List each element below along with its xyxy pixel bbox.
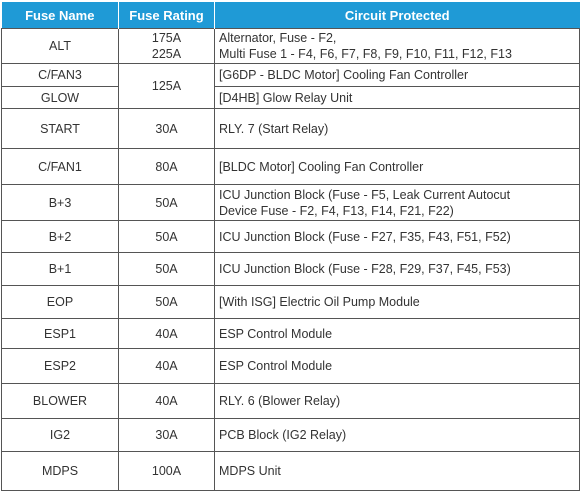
fuse-name: B+1 — [1, 252, 119, 286]
fuse-rating: 50A — [118, 285, 215, 319]
cell-line: 50A — [155, 295, 178, 309]
cell-line: 50A — [155, 262, 178, 276]
fuse-name: ALT — [1, 28, 119, 64]
cell-line: 100A — [151, 464, 182, 478]
fuse-rating: 50A — [118, 184, 215, 221]
fuse-rating: 30A — [118, 418, 215, 452]
table-row: ESP1 40A ESP Control Module — [1, 318, 580, 349]
circuit-protected: RLY. 6 (Blower Relay) — [214, 383, 580, 419]
table-body: ALT 175A 225A Alternator, Fuse - F2, Multi F… — [1, 28, 580, 491]
circuit-protected: ICU Junction Block (Fuse - F5, Leak Curr… — [214, 184, 580, 221]
cell-line: ESP Control Module — [219, 326, 333, 341]
circuit-protected: [G6DP - BLDC Motor] Cooling Fan Controll… — [214, 63, 580, 87]
cell-line: PCB Block (IG2 Relay) — [219, 428, 347, 442]
fuse-name: START — [1, 108, 119, 149]
cell-line: ICU Junction Block (Fuse - F28, F29, F37… — [219, 262, 511, 276]
table-row: B+3 50A ICU Junction Block (Fuse - F5, Lea… — [1, 184, 580, 221]
fuse-rating: 125A — [118, 63, 215, 109]
table-row: MDPS 100A MDPS Unit — [1, 451, 580, 491]
circuit-protected: ESP Control Module — [214, 348, 580, 384]
table-row: ESP2 40A ESP Control Module — [1, 348, 580, 384]
cell-line: ICU Junction Block (Fuse - F27, F35, F43… — [219, 229, 511, 244]
cell-line: Alternator, Fuse - F2, — [219, 31, 337, 45]
table-row: START 30A RLY. 7 (Start Relay) — [1, 108, 580, 149]
table-row: C/FAN3 125A [G6DP - BLDC Motor] Cooling Fa… — [1, 63, 580, 109]
table-row: BLOWER 40A RLY. 6 (Blower Relay) — [1, 383, 580, 419]
circuit-protected: ICU Junction Block (Fuse - F27, F35, F43… — [214, 220, 580, 253]
fuse-name: B+3 — [1, 184, 119, 221]
fuse-name: C/FAN1 — [1, 148, 119, 185]
fuse-rating: 40A — [118, 348, 215, 384]
table-row: B+1 50A ICU Junction Block (Fuse - F28, F2… — [1, 252, 580, 286]
header-cell: Fuse Rating — [118, 2, 215, 29]
cell-line: 30A — [155, 428, 178, 442]
fuse-rating: 30A — [118, 108, 215, 149]
cell-line: 50A — [155, 229, 178, 244]
cell-line: 40A — [155, 394, 178, 408]
circuit-protected: Alternator, Fuse - F2, Multi Fuse 1 - F4,… — [214, 28, 580, 64]
header-cell: Fuse Name — [1, 2, 119, 29]
cell-line: 80A — [155, 159, 178, 174]
circuit-protected: RLY. 7 (Start Relay) — [214, 108, 580, 149]
fuse-name: ESP2 — [1, 348, 119, 384]
fuse-name: MDPS — [1, 451, 119, 491]
cell-line: [BLDC Motor] Cooling Fan Controller — [219, 159, 424, 174]
cell-line: RLY. 7 (Start Relay) — [219, 121, 329, 136]
fuse-rating: 80A — [118, 148, 215, 185]
fuse-name: EOP — [1, 285, 119, 319]
header-row: Fuse Name Fuse Rating Circuit Protected — [1, 2, 580, 29]
cell-line: 40A — [155, 326, 178, 341]
fuse-name: ESP1 — [1, 318, 119, 349]
cell-line: 50A — [155, 195, 178, 210]
fuse-rating: 50A — [118, 220, 215, 253]
circuit-protected: MDPS Unit — [214, 451, 580, 491]
fuse-rating: 100A — [118, 451, 215, 491]
fuse-rating: 175A 225A — [118, 28, 215, 64]
circuit-protected: [BLDC Motor] Cooling Fan Controller — [214, 148, 580, 185]
table-row: GLOW [D4HB] Glow Relay Unit — [1, 86, 580, 109]
cell-line: [With ISG] Electric Oil Pump Module — [219, 295, 420, 309]
cell-line: 30A — [155, 121, 178, 136]
fuse-name: BLOWER — [1, 383, 119, 419]
table-row: EOP 50A [With ISG] Electric Oil Pump Modul… — [1, 285, 580, 319]
table-row: B+2 50A ICU Junction Block (Fuse - F27, F3… — [1, 220, 580, 253]
cell-line: Multi Fuse 1 - F4, F6, F7, F8, F9, F10, … — [219, 47, 512, 61]
cell-line: 175A — [151, 31, 182, 45]
fuse-name: B+2 — [1, 220, 119, 253]
fuse-rating: 40A — [118, 318, 215, 349]
circuit-protected: ICU Junction Block (Fuse - F28, F29, F37… — [214, 252, 580, 286]
circuit-protected: PCB Block (IG2 Relay) — [214, 418, 580, 452]
table-row: C/FAN1 80A [BLDC Motor] Cooling Fan Contro… — [1, 148, 580, 185]
circuit-protected: [With ISG] Electric Oil Pump Module — [214, 285, 580, 319]
cell-line: 225A — [151, 47, 182, 61]
fuse-rating: 50A — [118, 252, 215, 286]
fuse-name: IG2 — [1, 418, 119, 452]
cell-line: ESP Control Module — [219, 359, 333, 373]
cell-line: 40A — [155, 359, 178, 373]
cell-line: 125A — [151, 79, 182, 93]
table-row: ALT 175A 225A Alternator, Fuse - F2, Multi F… — [1, 28, 580, 64]
header-cell: Circuit Protected — [214, 2, 580, 29]
cell-line: Device Fuse - F2, F4, F13, F14, F21, F22… — [219, 203, 454, 218]
circuit-protected: [D4HB] Glow Relay Unit — [214, 86, 580, 109]
cell-line: RLY. 6 (Blower Relay) — [219, 394, 341, 408]
fuse-name: C/FAN3 — [1, 63, 119, 87]
cell-line: ICU Junction Block (Fuse - F5, Leak Curr… — [219, 187, 511, 202]
cell-line: [D4HB] Glow Relay Unit — [219, 90, 353, 105]
cell-line: MDPS Unit — [219, 464, 281, 478]
cell-line: [G6DP - BLDC Motor] Cooling Fan Controll… — [219, 68, 469, 82]
fuse-rating: 40A — [118, 383, 215, 419]
table-row: IG2 30A PCB Block (IG2 Relay) — [1, 418, 580, 452]
fuse-name: GLOW — [1, 86, 119, 109]
circuit-protected: ESP Control Module — [214, 318, 580, 349]
